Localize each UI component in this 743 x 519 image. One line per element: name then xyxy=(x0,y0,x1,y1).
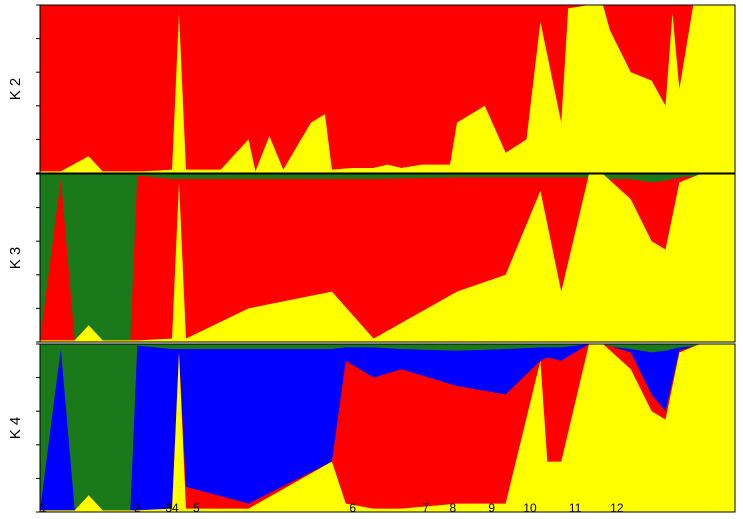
population-label: 6 xyxy=(349,501,356,515)
population-label: 9 xyxy=(488,501,495,515)
population-label: 2 xyxy=(134,501,141,515)
panel-3: K 4 xyxy=(7,343,736,513)
panel-frame xyxy=(39,173,736,343)
population-label: 10 xyxy=(523,501,537,515)
population-label: 5 xyxy=(193,501,200,515)
structure-panels: K 2 K 3 K 4 xyxy=(7,4,736,513)
population-label: 34 xyxy=(165,501,179,515)
population-label: 7 xyxy=(422,501,429,515)
population-label: 11 xyxy=(569,501,582,515)
population-label: 8 xyxy=(449,501,456,515)
panel-label: K 4 xyxy=(7,417,24,440)
panel-label: K 3 xyxy=(7,247,24,270)
panel-label: K 2 xyxy=(7,78,24,101)
layer-yellow xyxy=(40,174,735,342)
panel-1: K 2 xyxy=(7,4,736,174)
population-labels: 1 2 34 5 6 7 8 9 10 11 12 xyxy=(40,501,624,515)
panel-frame xyxy=(39,343,736,513)
population-label: 1 xyxy=(40,501,47,515)
layer-yellow xyxy=(40,344,735,512)
panel-frame xyxy=(39,4,736,174)
panel-2: K 3 xyxy=(7,173,736,343)
layer-yellow xyxy=(40,5,735,173)
population-label: 12 xyxy=(610,501,624,515)
